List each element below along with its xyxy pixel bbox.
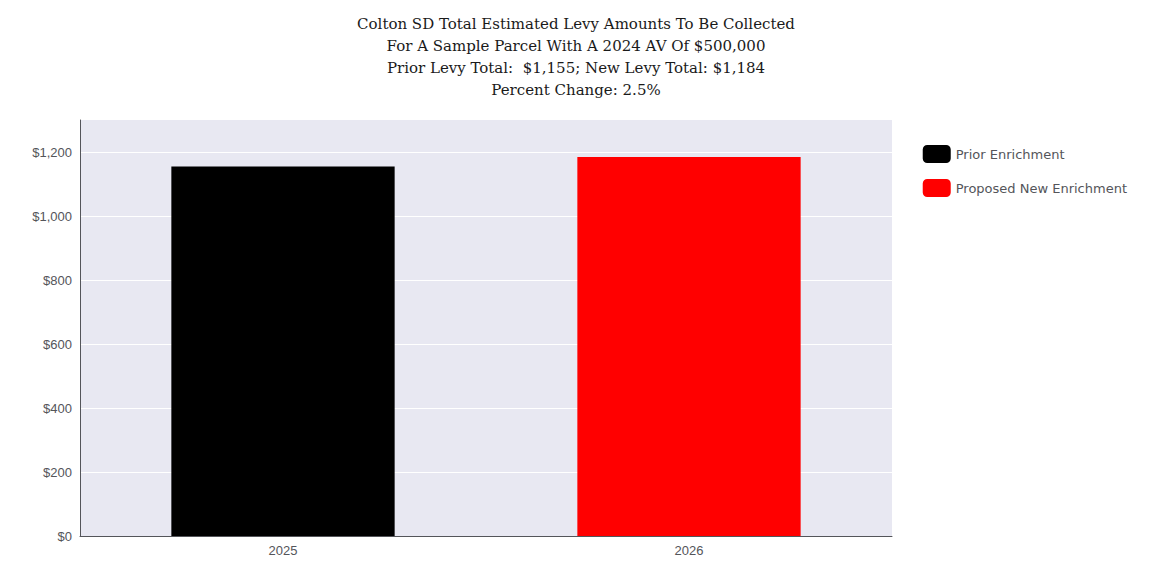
svg-text:Percent Change: 2.5%: Percent Change: 2.5% — [491, 81, 660, 99]
svg-text:$600: $600 — [43, 337, 72, 352]
svg-text:Colton SD Total Estimated Levy: Colton SD Total Estimated Levy Amounts T… — [357, 15, 795, 33]
svg-text:$1,000: $1,000 — [32, 209, 72, 224]
svg-text:2025: 2025 — [269, 543, 298, 558]
svg-text:$0: $0 — [58, 529, 72, 544]
svg-text:2026: 2026 — [675, 543, 704, 558]
svg-text:Proposed New Enrichment: Proposed New Enrichment — [956, 181, 1127, 196]
svg-text:$400: $400 — [43, 401, 72, 416]
svg-text:For A Sample Parcel With A 202: For A Sample Parcel With A 2024 AV Of $5… — [387, 37, 766, 55]
svg-text:$200: $200 — [43, 465, 72, 480]
svg-text:$800: $800 — [43, 273, 72, 288]
svg-text:Prior Enrichment: Prior Enrichment — [956, 147, 1065, 162]
svg-text:Prior Levy Total: $1,155; New: Prior Levy Total: $1,155; New Levy Total… — [387, 59, 765, 77]
svg-text:$1,200: $1,200 — [32, 145, 72, 160]
